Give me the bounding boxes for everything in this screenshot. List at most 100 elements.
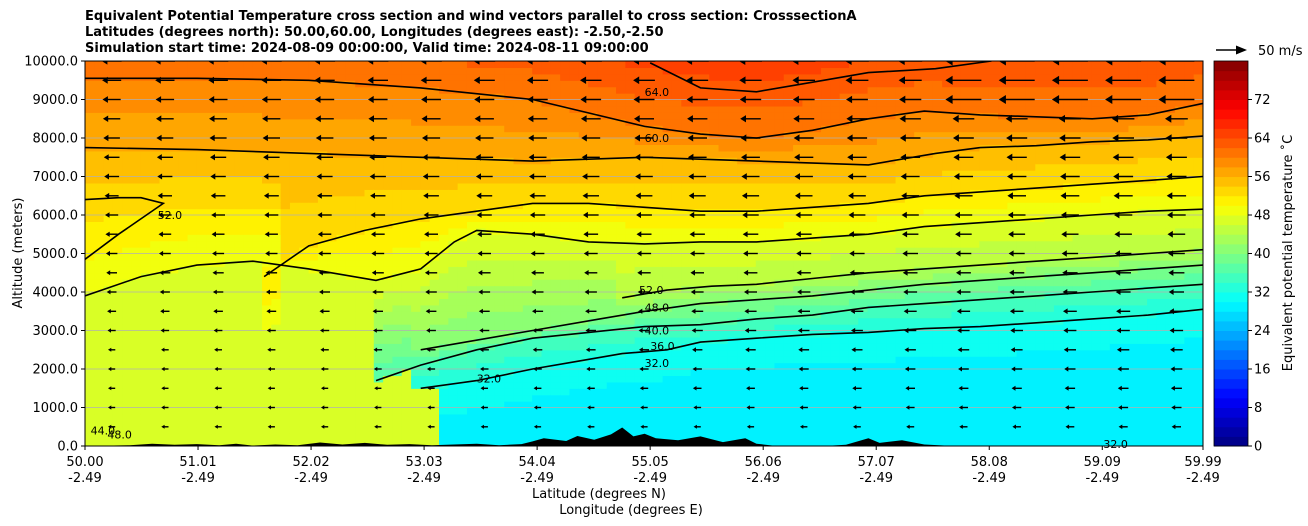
field-cell xyxy=(327,144,338,152)
field-cell xyxy=(317,343,328,351)
field-cell xyxy=(727,227,738,235)
field-cell xyxy=(494,292,505,300)
field-cell xyxy=(168,189,179,197)
field-cell xyxy=(839,86,850,94)
field-cell xyxy=(317,298,328,306)
field-cell xyxy=(634,279,645,287)
field-cell xyxy=(513,388,524,396)
field-cell xyxy=(308,336,319,344)
field-cell xyxy=(392,118,403,126)
field-cell xyxy=(178,349,189,357)
field-cell xyxy=(644,125,654,133)
field-cell xyxy=(401,259,412,267)
field-cell xyxy=(588,375,599,383)
field-cell xyxy=(783,247,794,255)
field-cell xyxy=(112,279,123,287)
field-cell xyxy=(383,433,394,441)
field-cell xyxy=(289,247,300,255)
field-cell xyxy=(215,99,226,107)
field-cell xyxy=(392,324,403,332)
field-cell xyxy=(103,439,114,446)
field-cell xyxy=(168,311,179,319)
field-cell xyxy=(224,266,235,274)
field-cell xyxy=(811,369,822,377)
field-cell xyxy=(494,420,505,428)
field-cell xyxy=(513,170,524,178)
field-cell xyxy=(821,150,831,158)
field-cell xyxy=(569,112,580,120)
field-cell xyxy=(550,221,561,229)
field-cell xyxy=(783,369,794,377)
field-cell xyxy=(411,336,421,344)
field-cell xyxy=(103,407,114,415)
field-cell xyxy=(355,157,366,165)
field-cell xyxy=(140,163,151,171)
field-cell xyxy=(420,227,431,235)
field-cell xyxy=(196,292,207,300)
field-cell xyxy=(476,131,487,139)
field-cell xyxy=(858,426,869,434)
field-cell xyxy=(504,86,515,94)
field-cell xyxy=(811,356,822,364)
field-cell xyxy=(504,150,515,158)
field-cell xyxy=(140,208,151,216)
field-cell xyxy=(439,67,449,75)
field-cell xyxy=(513,292,524,300)
field-cell xyxy=(830,189,841,197)
field-cell xyxy=(373,381,384,389)
field-cell xyxy=(765,170,776,178)
field-cell xyxy=(168,381,179,389)
field-cell xyxy=(448,343,459,351)
field-cell xyxy=(550,247,561,255)
field-cell xyxy=(560,317,571,325)
field-cell xyxy=(262,279,272,287)
field-cell xyxy=(765,362,776,370)
field-cell xyxy=(476,73,487,81)
field-cell xyxy=(187,118,198,126)
field-cell xyxy=(196,336,207,344)
field-cell xyxy=(848,202,859,210)
field-cell xyxy=(485,157,496,165)
field-cell xyxy=(793,381,803,389)
field-cell xyxy=(215,388,226,396)
field-cell xyxy=(373,112,384,120)
field-cell xyxy=(569,272,580,280)
field-cell xyxy=(280,221,291,229)
field-cell xyxy=(336,112,347,120)
field-cell xyxy=(122,433,133,441)
field-cell xyxy=(401,407,412,415)
field-cell xyxy=(308,86,319,94)
field-cell xyxy=(494,304,505,312)
field-cell xyxy=(234,369,244,377)
field-cell xyxy=(830,426,841,434)
field-cell xyxy=(131,93,142,101)
field-cell xyxy=(793,298,803,306)
field-cell xyxy=(327,311,338,319)
field-cell xyxy=(85,61,95,69)
field-cell xyxy=(494,266,505,274)
field-cell xyxy=(112,73,123,81)
field-cell xyxy=(85,215,95,223)
field-cell xyxy=(112,182,123,190)
field-cell xyxy=(439,324,449,332)
field-cell xyxy=(597,247,608,255)
field-cell xyxy=(765,67,776,75)
field-cell xyxy=(830,67,841,75)
field-cell xyxy=(457,208,468,216)
field-cell xyxy=(280,163,291,171)
field-cell xyxy=(709,259,720,267)
field-cell xyxy=(103,112,114,120)
field-cell xyxy=(783,80,794,88)
field-cell xyxy=(811,343,822,351)
field-cell xyxy=(597,215,608,223)
field-cell xyxy=(476,247,487,255)
field-cell xyxy=(718,118,729,126)
field-cell xyxy=(793,170,803,178)
field-cell xyxy=(252,93,263,101)
field-cell xyxy=(588,176,599,184)
field-cell xyxy=(252,317,263,325)
field-cell xyxy=(634,80,645,88)
field-cell xyxy=(597,144,608,152)
field-cell xyxy=(411,272,421,280)
field-cell xyxy=(234,253,244,261)
